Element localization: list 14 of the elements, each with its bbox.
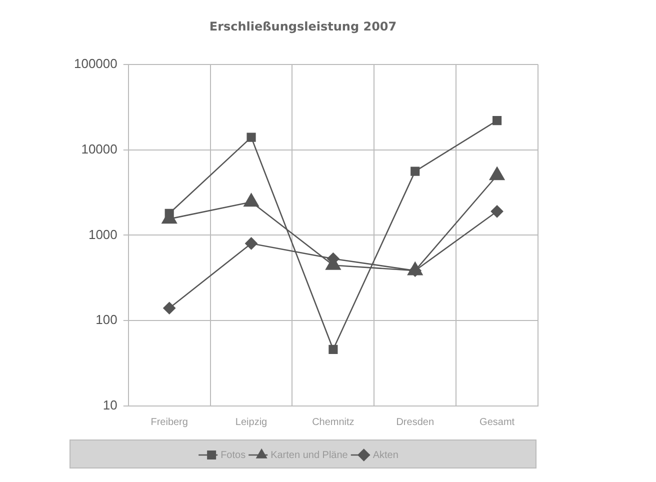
x-tick-label: Leipzig: [235, 416, 268, 428]
y-tick-label: 10000: [81, 141, 118, 156]
x-tick-label: Dresden: [396, 416, 434, 428]
x-tick-label: Freiberg: [150, 416, 188, 428]
x-tick-label: Gesamt: [480, 416, 515, 428]
y-tick-label: 100000: [74, 56, 118, 71]
y-tick-label: 10: [102, 398, 118, 413]
y-tick-label: 1000: [88, 226, 118, 242]
legend-label: Akten: [372, 450, 398, 461]
y-tick-label: 100: [96, 312, 118, 328]
chart-title: Erschließungsleistung 2007: [209, 19, 397, 34]
legend-label: Fotos: [220, 450, 246, 461]
x-tick-label: Chemnitz: [312, 416, 354, 428]
legend-label: Karten und Pläne: [270, 450, 348, 461]
